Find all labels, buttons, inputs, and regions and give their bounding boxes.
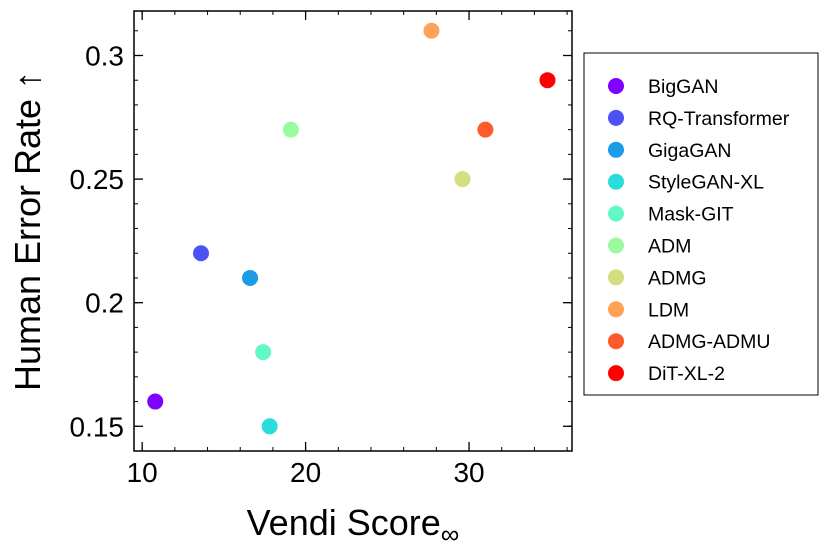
legend-label: RQ-Transformer bbox=[648, 108, 790, 130]
y-tick-label: 0.15 bbox=[70, 411, 125, 442]
data-point bbox=[193, 245, 210, 262]
x-axis-label-main: Vendi Score bbox=[247, 502, 441, 543]
minor-ticks bbox=[134, 11, 572, 451]
legend-label: LDM bbox=[648, 299, 689, 321]
legend-marker bbox=[608, 301, 624, 318]
legend-label: ADMG bbox=[648, 267, 707, 289]
legend-label: BigGAN bbox=[648, 76, 718, 98]
legend-items: BigGAN RQ-Transformer GigaGAN StyleGAN-XL Ma… bbox=[608, 76, 790, 385]
legend-marker bbox=[608, 365, 624, 382]
x-axis-label: Vendi Score∞ bbox=[247, 502, 460, 549]
legend-marker bbox=[608, 205, 624, 222]
legend-label: DiT-XL-2 bbox=[648, 363, 725, 385]
data-point bbox=[539, 72, 556, 89]
plot-area-frame bbox=[133, 10, 573, 452]
legend-label: ADM bbox=[648, 236, 691, 258]
x-tick-label: 30 bbox=[453, 457, 484, 488]
y-axis-label: Human Error Rate ↑ bbox=[7, 71, 48, 391]
legend-label: StyleGAN-XL bbox=[648, 172, 764, 194]
data-point bbox=[423, 22, 440, 39]
data-points bbox=[147, 22, 556, 435]
data-point bbox=[242, 269, 259, 286]
x-tick-label: 20 bbox=[290, 457, 321, 488]
legend-marker bbox=[608, 78, 624, 94]
y-tick-label: 0.2 bbox=[85, 288, 124, 319]
data-point bbox=[282, 121, 299, 138]
x-axis-label-subscript: ∞ bbox=[441, 519, 460, 549]
legend-marker bbox=[608, 173, 624, 190]
data-point bbox=[261, 418, 278, 435]
legend-marker bbox=[608, 141, 624, 158]
legend-marker bbox=[608, 109, 624, 126]
tick-labels: 10 20 30 0.15 0.2 0.25 0.3 bbox=[70, 40, 485, 488]
legend-label: ADMG-ADMU bbox=[648, 331, 770, 353]
legend-marker bbox=[608, 333, 624, 350]
legend-marker bbox=[608, 269, 624, 286]
x-tick-label: 10 bbox=[127, 457, 158, 488]
major-ticks bbox=[134, 11, 572, 451]
legend-label: Mask-GIT bbox=[648, 204, 734, 226]
y-tick-label: 0.3 bbox=[85, 40, 124, 71]
legend-label: GigaGAN bbox=[648, 140, 731, 162]
y-tick-label: 0.25 bbox=[70, 164, 125, 195]
legend-marker bbox=[608, 237, 624, 254]
data-point bbox=[477, 121, 494, 138]
legend: BigGAN RQ-Transformer GigaGAN StyleGAN-XL Ma… bbox=[583, 52, 819, 396]
data-point bbox=[255, 344, 272, 361]
data-point bbox=[454, 171, 471, 188]
data-point bbox=[147, 393, 164, 410]
